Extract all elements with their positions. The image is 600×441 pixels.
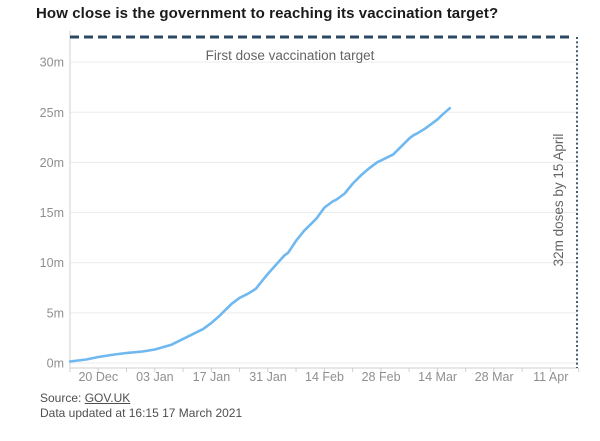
x-tick-label: 20 Dec <box>78 370 118 384</box>
axes-layer <box>69 31 580 372</box>
first-doses-line-series <box>68 106 452 363</box>
page-title: How close is the government to reaching … <box>36 5 499 22</box>
x-tick-label: 14 Mar <box>418 370 457 384</box>
y-axis-labels: 0m 5m 10m 15m 20m 25m 30m <box>40 56 64 371</box>
y-tick-label: 30m <box>40 56 64 70</box>
x-tick-label: 14 Feb <box>305 370 344 384</box>
y-tick-label: 5m <box>47 306 64 320</box>
source-link[interactable]: GOV.UK <box>84 391 131 405</box>
y-tick-label: 20m <box>40 156 64 170</box>
y-tick-label: 25m <box>40 106 64 120</box>
x-tick-label: 03 Jan <box>136 370 174 384</box>
x-tick-label: 11 Apr <box>533 370 568 384</box>
x-tick-label: 28 Feb <box>362 370 401 384</box>
updated-line: Data updated at 16:15 17 March 2021 <box>40 406 243 420</box>
target-annotation-vertical: 32m doses by 15 April <box>551 134 566 267</box>
y-tick-label: 10m <box>40 256 64 270</box>
source-prefix: Source: <box>40 391 85 405</box>
vaccination-line-chart: First dose vaccination target 32m doses … <box>40 31 580 384</box>
x-tick-label: 17 Jan <box>193 370 231 384</box>
y-tick-label: 0m <box>47 357 64 371</box>
x-tick-label: 31 Jan <box>249 370 287 384</box>
gridlines-layer <box>70 61 578 364</box>
x-tick-label: 28 Mar <box>475 370 514 384</box>
x-axis-labels: 20 Dec 03 Jan 17 Jan 31 Jan 14 Feb 28 Feb 14 M… <box>78 370 568 384</box>
source-line: Source: GOV.UK <box>40 391 242 406</box>
target-line-label: First dose vaccination target <box>206 48 375 63</box>
source-block: Source: GOV.UK Data updated at 16:15 17 … <box>40 391 242 421</box>
y-tick-label: 15m <box>40 206 64 220</box>
